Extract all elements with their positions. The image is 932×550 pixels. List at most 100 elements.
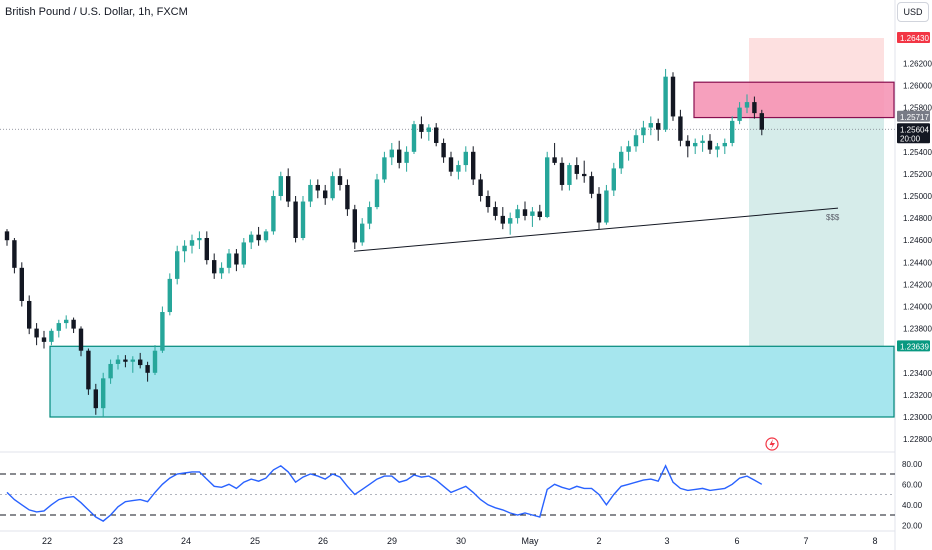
candle-body — [404, 151, 409, 163]
candle — [389, 142, 394, 166]
price-tick-label: 1.23200 — [903, 391, 932, 400]
candle — [175, 245, 180, 285]
candle — [493, 201, 498, 221]
candle-body — [197, 237, 202, 241]
candle-body — [493, 207, 498, 216]
candle — [397, 140, 402, 169]
time-tick-label: 8 — [872, 536, 877, 546]
candle — [323, 184, 328, 205]
candle-body — [515, 209, 520, 219]
candle — [419, 116, 424, 139]
currency-button[interactable]: USD — [897, 2, 929, 22]
candle-body — [456, 165, 461, 172]
candle-body — [204, 237, 209, 261]
price-tag-bg — [897, 110, 930, 122]
candle-body — [471, 151, 476, 180]
candle-body — [271, 196, 276, 232]
candle — [345, 179, 350, 216]
supply-zone — [693, 81, 895, 119]
candle-body — [241, 242, 246, 265]
candle-body — [234, 253, 239, 265]
candle — [204, 231, 209, 265]
price-tick-label: 1.25400 — [903, 148, 932, 157]
candle-body — [448, 157, 454, 172]
candle — [300, 196, 306, 241]
candle-body — [19, 267, 24, 301]
candle — [182, 240, 187, 263]
candle-body — [300, 201, 306, 238]
lightning-icon — [765, 437, 779, 451]
candle-body — [656, 123, 661, 130]
candle — [360, 218, 365, 246]
rsi-tick-label: 40.00 — [902, 501, 923, 510]
candle — [693, 138, 698, 155]
candle — [138, 352, 143, 369]
candle-body — [108, 363, 113, 379]
candle — [589, 171, 594, 199]
price-tag-label: 1.26430 — [900, 34, 929, 43]
candle-body — [500, 215, 505, 224]
time-tick-label: 23 — [113, 536, 123, 546]
candle — [93, 383, 98, 415]
price-tag-bg — [897, 123, 930, 144]
candle-body — [522, 209, 528, 216]
candle — [367, 201, 372, 230]
trendline — [353, 207, 839, 252]
candle — [197, 231, 202, 250]
candle — [744, 94, 750, 114]
time-tick-label: 7 — [803, 536, 808, 546]
candle — [648, 116, 653, 136]
candle — [596, 187, 602, 230]
candle — [382, 151, 387, 183]
trendline-label: $$$ — [826, 213, 840, 222]
candle-body — [663, 76, 668, 130]
lightning-icon-bolt — [769, 439, 775, 449]
candle-body — [56, 323, 61, 331]
time-tick-label: 24 — [181, 536, 191, 546]
price-tick-label: 1.25800 — [903, 104, 932, 113]
candle — [374, 173, 380, 210]
candle — [515, 204, 520, 224]
candle — [212, 253, 217, 279]
candle — [101, 372, 106, 417]
candle-body — [382, 157, 387, 180]
candle — [626, 140, 631, 161]
candle-body — [744, 102, 750, 108]
candle-body — [71, 319, 76, 329]
candle — [670, 72, 676, 121]
zones-layer — [49, 38, 895, 418]
candle-body — [175, 251, 180, 279]
candle — [567, 162, 572, 191]
candle-body — [397, 149, 402, 163]
candle-body — [27, 300, 32, 329]
candle-body — [345, 184, 350, 210]
candle — [478, 173, 483, 202]
candle — [41, 330, 47, 349]
price-tag-bg — [897, 32, 930, 43]
symbol-title: British Pound / U.S. Dollar, 1h, FXCM — [5, 6, 188, 18]
rsi-tick-label: 60.00 — [902, 480, 923, 489]
candle — [619, 146, 624, 174]
candle-body — [619, 151, 624, 169]
candle-body — [64, 319, 69, 324]
price-tick-label: 1.22800 — [903, 435, 932, 444]
rsi-line — [6, 464, 763, 522]
candle — [108, 359, 113, 384]
candle-body — [567, 165, 572, 185]
candle — [286, 168, 291, 208]
candle-body — [278, 176, 283, 197]
time-tick-label: 30 — [456, 536, 466, 546]
candle-body — [545, 157, 550, 218]
price-tag-label: 1.25604 — [900, 125, 929, 134]
candle — [611, 162, 616, 197]
candle — [78, 326, 84, 357]
candle-body — [160, 312, 165, 351]
candle-body — [707, 140, 713, 150]
price-tick-label: 1.24600 — [903, 236, 932, 245]
candle — [337, 168, 343, 191]
rsi-pane — [0, 464, 895, 522]
price-tag-label: 1.25717 — [900, 113, 929, 122]
candle-body — [138, 359, 143, 366]
candle — [411, 120, 417, 155]
